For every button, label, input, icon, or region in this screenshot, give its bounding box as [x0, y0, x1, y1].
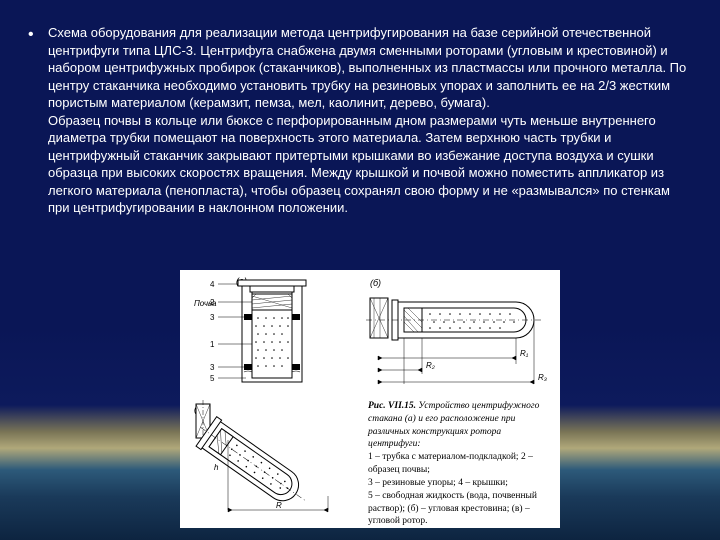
figure: (а) [180, 270, 560, 528]
slide: Схема оборудования для реализации метода… [0, 0, 720, 540]
legend-2: 3 – резиновые упоры; 4 – крышки; [368, 478, 508, 488]
figure-panel-g: (в) [188, 400, 358, 524]
svg-text:R₂: R₂ [426, 361, 435, 370]
caption-title: Рис. VII.15. [368, 401, 416, 411]
svg-text:h: h [214, 463, 219, 472]
bullet-item: Схема оборудования для реализации метода… [48, 24, 688, 217]
text-block: Схема оборудования для реализации метода… [0, 0, 720, 217]
svg-text:R: R [276, 501, 282, 510]
svg-text:3: 3 [210, 363, 215, 372]
figure-caption: Рис. VII.15. Устройство центрифужного ст… [368, 400, 550, 524]
svg-text:R₃: R₃ [538, 373, 547, 382]
paragraph-2: Образец почвы в кольце или бюксе с перфо… [48, 113, 670, 216]
figure-panel-b: (б) [366, 274, 552, 394]
legend-3: 5 – свободная жидкость (вода, почвенный … [368, 491, 537, 527]
figure-panel-a: (а) [188, 274, 358, 394]
legend-1: 1 – трубка с материалом-подкладкой; 2 – … [368, 452, 533, 475]
svg-text:4: 4 [210, 280, 215, 289]
svg-text:1: 1 [210, 340, 215, 349]
paragraph-1: Схема оборудования для реализации метода… [48, 25, 686, 110]
soil-layer [252, 294, 292, 310]
svg-text:3: 3 [210, 313, 215, 322]
svg-text:5: 5 [210, 374, 215, 383]
svg-text:(б): (б) [370, 278, 381, 288]
svg-text:R₁: R₁ [520, 349, 529, 358]
soil-label: Почва [194, 299, 217, 308]
